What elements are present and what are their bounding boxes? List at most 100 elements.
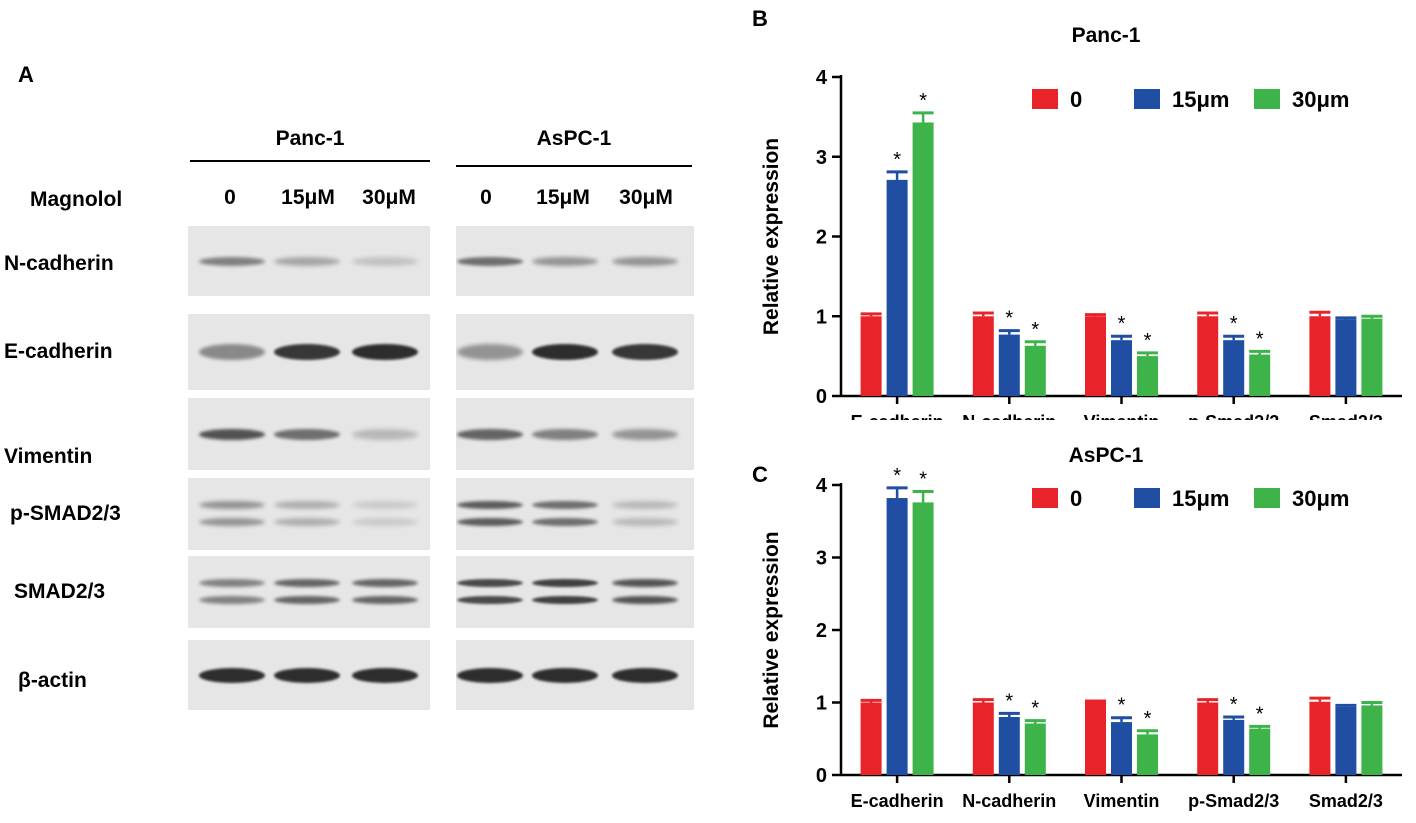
x-tick-label: N-cadherin — [962, 791, 1056, 811]
legend-swatch — [1254, 89, 1280, 109]
lane-label: 15μM — [536, 186, 590, 209]
bar — [1137, 734, 1158, 775]
significance-marker: * — [919, 469, 927, 491]
x-tick-label: Smad2/3 — [1309, 412, 1383, 420]
blot-band — [612, 667, 678, 683]
blot-band — [199, 256, 265, 266]
legend-label: 15μm — [1172, 486, 1230, 511]
protein-label-n-cadherin: N-cadherin — [4, 252, 114, 275]
blot-band — [457, 518, 523, 526]
blot-band — [352, 256, 418, 266]
legend-label: 0 — [1070, 87, 1082, 112]
bar — [912, 122, 934, 397]
bar — [912, 502, 934, 775]
blot-band — [612, 596, 678, 604]
blot-band — [274, 256, 340, 266]
blot-group-rule-aspc1 — [456, 165, 692, 167]
legend-label: 0 — [1070, 486, 1082, 511]
blot-strip — [188, 478, 430, 550]
blot-strip — [456, 314, 694, 390]
bar — [1309, 316, 1331, 396]
blot-band — [199, 579, 265, 587]
bar — [1085, 316, 1106, 396]
blot-band — [352, 428, 418, 440]
blot-strip — [456, 226, 694, 296]
x-tick-label: Vimentin — [1084, 791, 1160, 811]
significance-marker: * — [1230, 313, 1238, 335]
bar — [1309, 701, 1331, 775]
blot-strip — [188, 314, 430, 390]
blot-band — [612, 501, 678, 509]
bar — [998, 334, 1020, 396]
bar — [972, 316, 994, 396]
y-tick-label: 0 — [816, 386, 827, 408]
bar-chart-panc1: Panc-1 Relative expression 0 1 2 3 4 E-cadherin… — [760, 24, 1402, 420]
blot-strip — [188, 398, 430, 470]
blot-band — [199, 667, 265, 683]
blot-band — [352, 596, 418, 604]
bar — [998, 717, 1020, 775]
x-tick-label: Smad2/3 — [1309, 791, 1383, 811]
y-tick-label: 3 — [816, 147, 827, 169]
x-tick-label: Vimentin — [1084, 412, 1160, 420]
y-tick-label: 1 — [816, 306, 827, 328]
blot-band — [352, 579, 418, 587]
legend-swatch — [1134, 488, 1160, 508]
blot-band — [457, 256, 523, 266]
legend-swatch — [1032, 89, 1058, 109]
blot-band — [457, 428, 523, 440]
blot-band — [532, 596, 598, 604]
bar — [1111, 722, 1132, 775]
blot-band — [274, 667, 340, 683]
y-tick-label: 4 — [816, 67, 828, 89]
lane-label: 30μM — [619, 186, 673, 209]
bar — [1249, 728, 1271, 775]
blot-band — [352, 667, 418, 683]
protein-label-vimentin: Vimentin — [4, 445, 93, 468]
blot-band — [457, 344, 523, 360]
x-tick-label: E-cadherin — [851, 791, 944, 811]
blot-band — [612, 256, 678, 266]
blot-group-rule-panc1 — [190, 160, 430, 162]
bar — [1335, 706, 1357, 775]
blot-band — [352, 344, 418, 360]
bar — [1361, 318, 1383, 396]
panel-label-b: B — [752, 6, 768, 31]
significance-marker: * — [1144, 330, 1152, 352]
bar — [1024, 723, 1046, 775]
blot-band — [274, 579, 340, 587]
blot-band — [199, 501, 265, 509]
blot-strip — [188, 226, 430, 296]
y-tick-label: 1 — [816, 693, 827, 715]
blot-band — [457, 579, 523, 587]
significance-marker: * — [919, 90, 927, 112]
blot-band — [199, 344, 265, 360]
blot-band — [612, 518, 678, 526]
significance-marker: * — [1005, 308, 1013, 330]
blot-strip — [456, 478, 694, 550]
treatment-label: Magnolol — [30, 188, 123, 211]
blot-band — [532, 501, 598, 509]
panel-label-c: C — [752, 462, 768, 487]
protein-label-smad23: SMAD2/3 — [14, 580, 106, 603]
protein-label-beta-actin: β-actin — [18, 669, 87, 692]
significance-marker: * — [893, 465, 901, 487]
blot-band — [274, 344, 340, 360]
blot-band — [199, 518, 265, 526]
bar-chart-aspc1: AsPC-1 Relative expression 0 1 2 3 4 E-cadherin… — [760, 444, 1402, 811]
significance-marker: * — [893, 149, 901, 171]
x-tick-label: E-cadherin — [851, 412, 944, 420]
bar — [1361, 705, 1383, 775]
significance-marker: * — [1144, 708, 1152, 730]
lane-label: 0 — [224, 186, 236, 209]
chart-title: Panc-1 — [1072, 24, 1141, 47]
chart-title: AsPC-1 — [1069, 444, 1144, 467]
bar — [1111, 340, 1132, 396]
blot-band — [274, 428, 340, 440]
significance-marker: * — [1118, 313, 1126, 335]
bar — [1223, 719, 1245, 775]
lane-label: 15μM — [281, 186, 335, 209]
y-axis-label: Relative expression — [760, 531, 783, 728]
blot-band — [352, 501, 418, 509]
bar — [1137, 356, 1158, 396]
